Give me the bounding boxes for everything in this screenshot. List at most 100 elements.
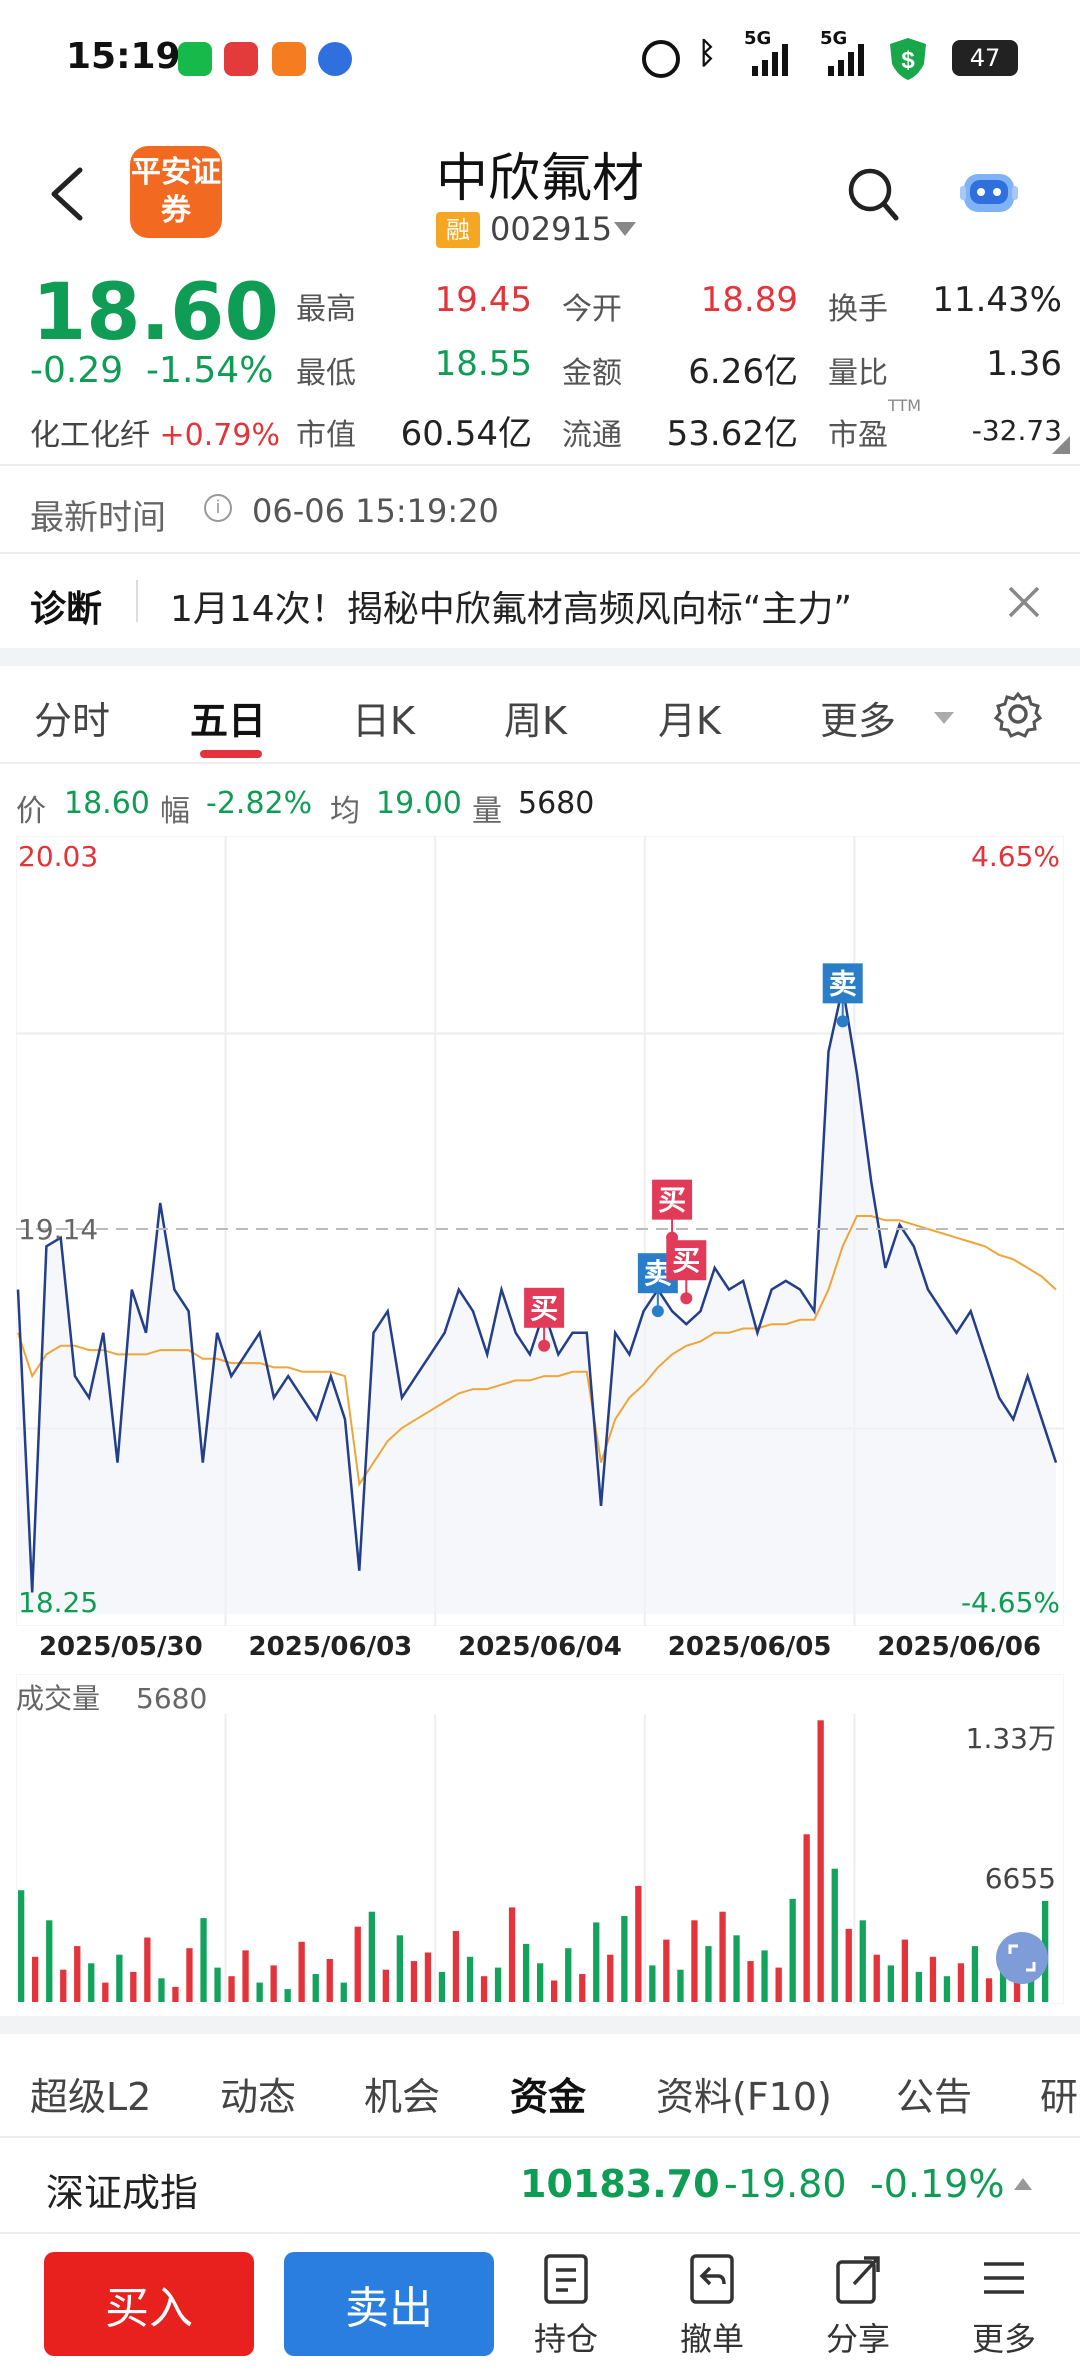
x-axis-label: 2025/06/04 <box>458 1632 622 1662</box>
price-chart-svg[interactable]: 买买卖 买卖 20.03 18.25 19.14 4.65% -4.65% <box>15 835 1065 1627</box>
float-label: 流通 <box>562 418 622 453</box>
battery-icon: 47 <box>952 40 1018 76</box>
signal-badge <box>652 1179 693 1220</box>
volume-bars <box>18 1720 1049 2002</box>
volume-bar <box>845 1928 852 2002</box>
caret-up-icon[interactable] <box>1014 2178 1032 2190</box>
industry-label: 化工化纤 <box>30 418 150 453</box>
last-price: 18.60 <box>32 268 279 358</box>
tab-opportunity[interactable]: 机会 <box>364 2075 441 2119</box>
volume-bar <box>859 1920 866 2002</box>
search-button[interactable] <box>846 164 900 224</box>
volume-bar <box>382 1969 389 2002</box>
robot-icon <box>960 174 1018 212</box>
volume-chart[interactable]: 成交量 5680 1.33万 6655 <box>15 1673 1065 2005</box>
volume-bar <box>663 1939 670 2002</box>
info-icon[interactable]: i <box>204 494 232 522</box>
close-button[interactable] <box>1004 582 1044 626</box>
volratio-label: 量比 <box>828 356 888 391</box>
share-button[interactable]: 分享 <box>808 2252 908 2360</box>
active-tab-indicator <box>200 750 262 758</box>
sell-signal[interactable]: 卖 <box>822 963 863 1028</box>
tab-announcements[interactable]: 公告 <box>896 2075 973 2119</box>
tab-super-l2[interactable]: 超级L2 <box>30 2075 152 2119</box>
tab-monthly-k[interactable]: 月K <box>658 699 721 743</box>
tab-research[interactable]: 研 <box>1040 2075 1079 2119</box>
volume-bar <box>593 1922 600 2002</box>
caret-down-icon[interactable] <box>934 712 954 724</box>
stock-code[interactable]: 002915 <box>490 210 613 248</box>
sell-button[interactable]: 卖出 <box>284 2252 494 2356</box>
volume-bar <box>691 1920 698 2002</box>
industry-row[interactable]: 化工化纤 +0.79% <box>30 410 280 454</box>
turnover-label: 换手 <box>828 292 888 327</box>
position-button[interactable]: 持仓 <box>516 2252 616 2360</box>
volume-bar <box>116 1954 123 2002</box>
volume-bar <box>915 1971 922 2002</box>
tab-news[interactable]: 动态 <box>220 2075 297 2119</box>
buy-signal[interactable]: 买 <box>652 1179 693 1244</box>
svg-text:$: $ <box>901 47 915 74</box>
divider <box>0 762 1080 764</box>
tab-more[interactable]: 更多 <box>820 699 897 743</box>
volume-bar <box>214 1967 221 2002</box>
pct-max-label: 4.65% <box>971 840 1060 873</box>
volume-bar <box>957 1963 965 2002</box>
section-gap <box>0 648 1080 666</box>
volume-bar <box>46 1920 53 2002</box>
volume-bar <box>929 1956 937 2002</box>
index-change-pct: -0.19% <box>870 2162 1005 2206</box>
chart-settings-button[interactable] <box>993 690 1043 742</box>
share-icon <box>836 2256 880 2304</box>
buy-signal[interactable]: 买 <box>666 1240 707 1305</box>
index-value: 10183.70 <box>520 2162 720 2206</box>
volume-chart-svg[interactable]: 成交量 5680 1.33万 6655 <box>15 1673 1065 2005</box>
price-chart[interactable]: 买买卖买卖 20.03 18.25 19.14 4.65% -4.65% 202… <box>15 835 1065 1662</box>
tab-intraday[interactable]: 分时 <box>34 699 111 743</box>
volume-current: 5680 <box>136 1682 207 1715</box>
amount-value: 6.26亿 <box>688 352 798 392</box>
assistant-button[interactable] <box>958 160 1020 222</box>
volume-bar <box>326 1959 333 2002</box>
high-value: 19.45 <box>434 280 532 320</box>
volume-bar <box>943 1976 951 2002</box>
x-axis-label: 2025/05/30 <box>38 1632 203 1662</box>
high-label: 最高 <box>296 292 356 327</box>
tab-daily-k[interactable]: 日K <box>352 699 415 743</box>
back-button[interactable] <box>44 164 90 224</box>
volume-bar <box>873 1954 880 2002</box>
volume-bar <box>242 1950 249 2002</box>
mktcap-label: 市值 <box>296 418 356 453</box>
volume-bar <box>424 1952 432 2002</box>
volume-bar <box>551 1980 558 2002</box>
volume-bar <box>508 1907 516 2002</box>
expand-icon <box>1008 1944 1036 1972</box>
volratio-value: 1.36 <box>986 344 1062 384</box>
cancel-order-button[interactable]: 撤单 <box>662 2252 762 2360</box>
tab-five-day[interactable]: 五日 <box>190 699 267 743</box>
margin-tag: 融 <box>436 212 480 248</box>
fullscreen-button[interactable] <box>996 1932 1048 1984</box>
expand-corner-icon[interactable] <box>1052 436 1070 454</box>
buy-signal[interactable]: 买 <box>524 1287 565 1352</box>
caret-down-icon[interactable] <box>614 222 636 236</box>
info-tabs: 超级L2 动态 机会 资金 资料(F10) 公告 研 <box>0 2032 1080 2142</box>
diagnosis-banner[interactable]: 诊断 1月14次！揭秘中欣氟材高频风向标“主力” <box>0 556 1080 648</box>
price-change: -0.29 -1.54% <box>30 350 273 391</box>
tab-funds[interactable]: 资金 <box>510 2075 587 2119</box>
tab-weekly-k[interactable]: 周K <box>504 699 567 743</box>
volume-bar <box>1013 1982 1021 2002</box>
index-name: 深证成指 <box>46 2171 199 2215</box>
tab-f10[interactable]: 资料(F10) <box>656 2075 832 2119</box>
more-button[interactable]: 更多 <box>954 2252 1054 2360</box>
signal-dot <box>538 1339 551 1352</box>
legend-vol: 5680 <box>518 786 595 821</box>
volume-bar <box>270 1965 277 2002</box>
volume-max-label: 1.33万 <box>966 1722 1056 1755</box>
buy-button[interactable]: 买入 <box>44 2252 254 2356</box>
mktcap-value: 60.54亿 <box>400 414 532 454</box>
volume-bar <box>677 1969 684 2002</box>
volume-bar <box>579 1974 586 2002</box>
volume-bar <box>396 1935 403 2002</box>
index-ticker[interactable]: 深证成指 10183.70 -19.80 -0.19% <box>0 2140 1080 2232</box>
